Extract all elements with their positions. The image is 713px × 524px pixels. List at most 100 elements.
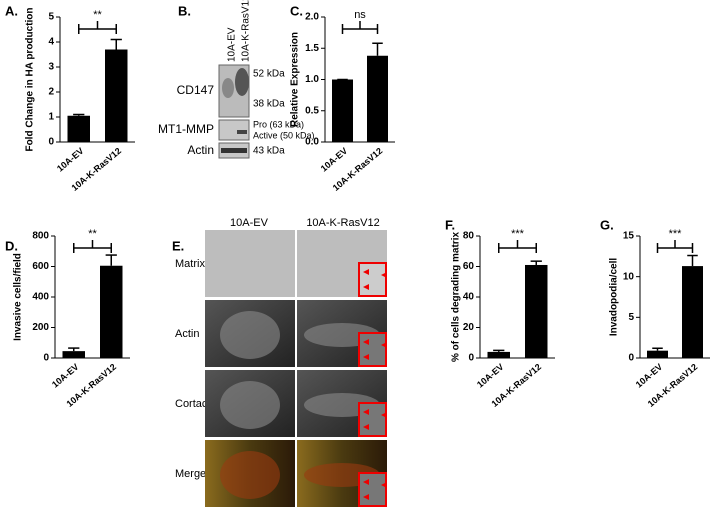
y-tick-label: 60 [463,261,475,272]
significance-label: ns [354,9,366,21]
cell [220,311,280,359]
cell [220,381,280,429]
arrowhead [363,339,369,345]
y-tick-label: 200 [32,322,49,333]
panel-letter: G. [600,217,614,232]
row-label: Matrix [175,258,205,270]
y-tick-label: 10 [623,271,635,282]
significance-bracket [341,21,379,34]
bar [487,351,510,358]
y-tick-label: 800 [32,231,49,242]
size-label: 38 kDa [253,99,285,110]
inset [358,472,387,507]
arrowhead [381,412,387,418]
micrograph [205,230,295,297]
significance-label: *** [511,228,525,240]
y-tick-label: 400 [32,292,49,303]
lane-label: 10A-K-RasV12 [241,0,252,62]
y-tick-label: 80 [463,231,475,242]
bar [105,49,128,142]
x-tick-label: 10A-EV [50,362,81,390]
y-tick-label: 5 [628,312,634,323]
blot-band [218,119,250,141]
arrowhead [363,424,369,430]
panel-letter: D. [5,238,18,253]
y-tick-label: 20 [463,322,475,333]
significance-label: *** [669,228,683,240]
y-tick-label: 600 [32,261,49,272]
y-axis-label: Invasive cells/field [13,253,24,341]
column-label: 10A-K-RasV12 [306,217,379,229]
arrowhead [363,409,369,415]
column-label: 10A-EV [230,217,269,229]
panel-letter: A. [5,3,18,18]
y-tick-label: 0.0 [305,137,319,148]
y-tick-label: 1.5 [305,43,319,54]
y-axis-label: Fold Change in HA production [25,7,36,151]
arrowhead [363,494,369,500]
inset [358,332,387,367]
y-tick-label: 40 [463,292,475,303]
y-axis-label: Invadopodia/cell [609,258,620,337]
x-tick-label: 10A-EV [55,146,86,174]
bar [367,55,388,142]
y-tick-label: 4 [48,37,54,48]
inset [358,402,387,437]
x-tick-label: 10A-EV [634,362,665,390]
size-label: 52 kDa [253,69,285,80]
y-axis-label: Relative Expression [290,32,301,127]
arrowhead [381,482,387,488]
y-axis-label: % of cells degrading matrix [451,232,462,362]
bar [682,266,703,358]
bar [647,350,668,358]
arrowhead [363,269,369,275]
size-label: 43 kDa [253,146,285,157]
y-tick-label: 0 [48,137,54,148]
lane-label: 10A-EV [227,27,238,62]
y-tick-label: 5 [48,12,54,23]
bar [100,265,123,358]
size-label: Pro (63 kDa) [253,119,304,129]
blot-band [221,148,247,153]
arrowhead [381,272,387,278]
bar [67,115,90,142]
y-tick-label: 0 [628,353,634,364]
bar [332,79,353,142]
panel-letter: C. [290,3,303,18]
significance-label: ** [88,228,97,240]
y-tick-label: 2.0 [305,12,319,23]
significance-label: ** [93,9,102,21]
row-label: Actin [175,328,199,340]
significance-bracket [498,240,537,253]
significance-bracket [78,21,117,34]
arrowhead [363,479,369,485]
blot-band [235,68,249,96]
panel-letter: B. [178,3,191,18]
bar [62,351,85,358]
cell [220,451,280,499]
arrowhead [381,342,387,348]
row-label: MT1-MMP [158,122,214,136]
row-label: Merge [175,468,206,480]
row-label: CD147 [177,83,215,97]
x-tick-label: 10A-EV [475,362,506,390]
x-tick-label: 10A-EV [319,146,350,174]
significance-bracket [656,240,694,253]
blot-band [222,78,234,98]
significance-bracket [73,240,112,253]
y-tick-label: 15 [623,231,635,242]
arrowhead [363,284,369,290]
y-tick-label: 0 [43,353,49,364]
bar [525,264,548,358]
blot-band [237,130,247,134]
y-tick-label: 2 [48,87,54,98]
panel-letter: F. [445,217,455,232]
panel-letter: E. [172,238,184,253]
y-tick-label: 0.5 [305,105,319,116]
y-tick-label: 1 [48,112,54,123]
inset [358,262,387,297]
y-tick-label: 0 [468,353,474,364]
arrowhead [363,354,369,360]
row-label: Actin [187,143,214,157]
